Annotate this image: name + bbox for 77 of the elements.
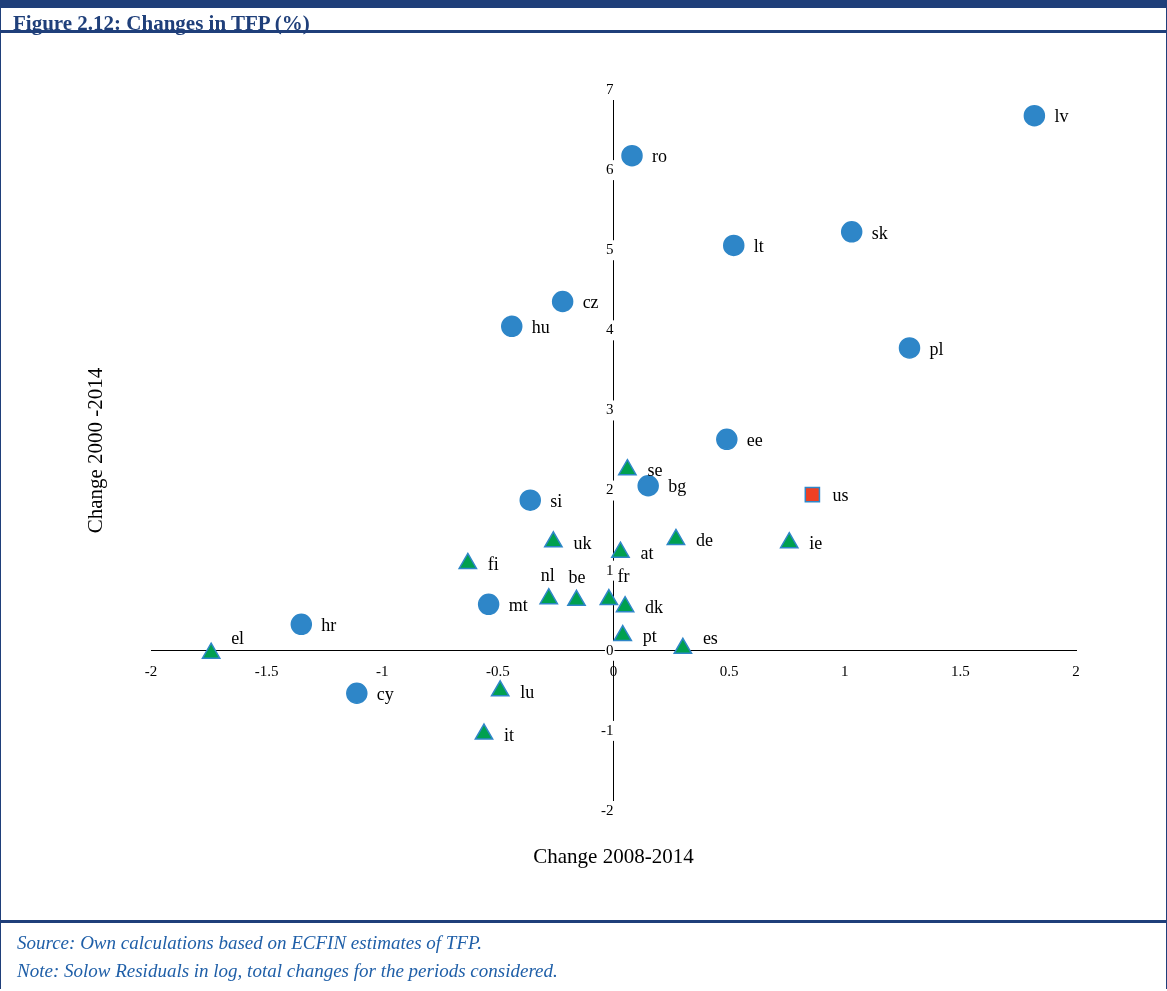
- x-tick-label: -0.5: [486, 662, 510, 679]
- point: [458, 552, 478, 570]
- annotation: se: [647, 460, 663, 481]
- point: [501, 315, 523, 338]
- point: [543, 531, 563, 548]
- annotation: fi: [487, 554, 499, 575]
- annotation: sk: [871, 222, 888, 243]
- annotation: pt: [642, 626, 657, 647]
- y-tick-label: 3: [606, 401, 614, 418]
- x-tick-label: 1: [841, 662, 849, 679]
- y-tick-label: 7: [606, 80, 614, 97]
- x-tick-label: -2: [144, 662, 158, 679]
- y-tick-label: 5: [606, 241, 614, 258]
- x-axis-title: Change 2008-2014: [533, 844, 695, 869]
- point: [611, 541, 630, 558]
- annotation: fr: [617, 566, 630, 587]
- annotation: ie: [809, 533, 823, 554]
- point: [519, 489, 541, 511]
- text: Note: Solow Residuals in log, total changes for the periods considered.: [16, 959, 559, 983]
- point: [840, 221, 863, 243]
- y-tick-label: 6: [606, 161, 614, 178]
- point: [613, 624, 633, 642]
- point: [723, 234, 745, 257]
- y-tick-label: 4: [606, 321, 614, 338]
- annotation: mt: [508, 595, 528, 616]
- point: [539, 587, 559, 605]
- point: [617, 458, 637, 476]
- annotation: nl: [540, 565, 555, 586]
- x-tick-label: -1.5: [254, 662, 279, 679]
- point: [201, 642, 221, 659]
- x-tick-label: -1: [376, 662, 389, 679]
- point: [567, 589, 586, 607]
- annotation: es: [702, 627, 718, 648]
- point: [474, 723, 494, 740]
- y-tick-label: -1: [601, 721, 614, 738]
- annotation: at: [640, 542, 654, 563]
- x-tick-label: 1.5: [951, 662, 970, 679]
- annotation: be: [568, 567, 586, 588]
- annotation: hr: [321, 615, 337, 636]
- annotation: hu: [531, 317, 550, 338]
- source-note: Source: Own calculations based on ECFIN estimates of TFP.: [16, 931, 483, 955]
- y-tick-label: -2: [601, 801, 614, 818]
- annotation: pl: [929, 338, 944, 359]
- annotation: us: [832, 485, 849, 506]
- annotation: bg: [668, 476, 687, 497]
- y-tick-label: 1: [606, 561, 614, 578]
- x-tick-label: 0.5: [719, 662, 739, 679]
- annotation: cy: [376, 683, 394, 704]
- point: [615, 595, 635, 613]
- y-axis-title: Change 2000 -2014: [82, 367, 107, 534]
- point: [490, 680, 510, 697]
- annotation: el: [231, 627, 245, 648]
- annotation: lu: [520, 681, 535, 702]
- y-tick-label: 0: [606, 641, 614, 658]
- point: [666, 528, 686, 546]
- point: [1023, 104, 1046, 127]
- point: [779, 531, 799, 549]
- point: [804, 486, 821, 503]
- annotation: ee: [746, 430, 763, 451]
- y-tick-label: 2: [606, 481, 614, 498]
- annotation: si: [550, 490, 563, 511]
- point: [637, 475, 659, 497]
- annotation: ro: [652, 146, 667, 167]
- x-tick-label: 2: [1072, 662, 1080, 679]
- point: [621, 144, 643, 167]
- point: [673, 637, 693, 655]
- point: [599, 588, 619, 606]
- annotation: cz: [582, 292, 599, 313]
- annotation: uk: [573, 532, 592, 553]
- annotation: dk: [645, 597, 664, 618]
- point: [551, 290, 574, 313]
- annotation: it: [504, 724, 515, 745]
- annotation: lv: [1054, 106, 1069, 127]
- annotation: lt: [753, 236, 764, 257]
- point: [898, 337, 921, 359]
- point: [716, 428, 738, 451]
- annotation: de: [695, 530, 713, 551]
